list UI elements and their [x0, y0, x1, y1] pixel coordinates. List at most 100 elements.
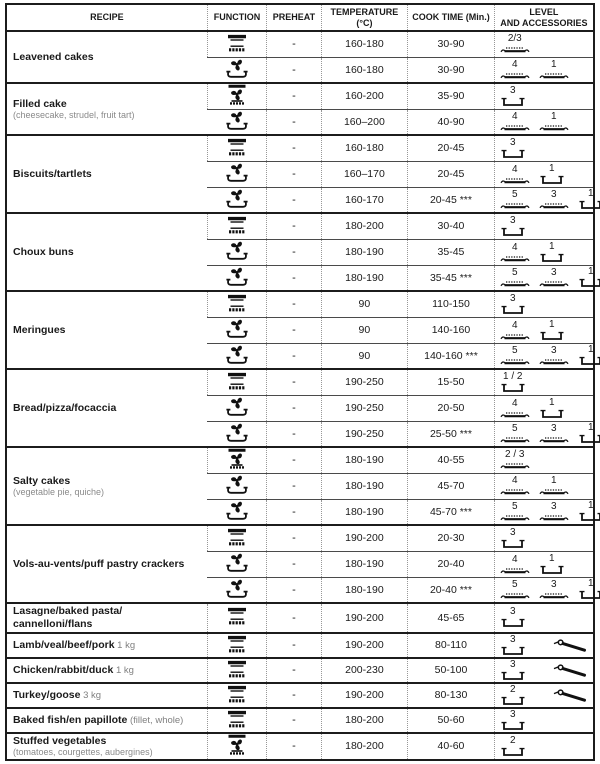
function-cell	[206, 82, 267, 109]
level-cell: 2	[493, 681, 594, 708]
level-accessory-group: 2/3	[500, 34, 530, 54]
wire-shelf-icon	[500, 539, 526, 549]
wire-shelf-icon	[500, 747, 526, 757]
level-accessory-group: 3	[500, 527, 526, 549]
table-row: -180-190 35-45 4 1	[6, 238, 594, 265]
baking-tray-icon	[539, 71, 569, 80]
col-header-temperature: TEMPERATURE (°C)	[320, 4, 408, 32]
col-header-level-label: LEVEL	[529, 6, 559, 17]
temperature-cell: 90	[320, 316, 408, 343]
level-accessory-group: 3	[500, 215, 526, 237]
col-header-function: FUNCTION	[206, 4, 267, 32]
recipe-name: Lasagne/baked pasta/ cannelloni/flans	[13, 605, 123, 630]
preheat-cell: -	[266, 631, 322, 658]
level-accessory-group: 5	[500, 424, 530, 444]
table-row: -190-250 20-50 4 1	[6, 394, 594, 421]
baking-tray-icon	[500, 410, 530, 419]
level-cell: 5 3 1	[493, 420, 600, 447]
level-cell: 3	[493, 602, 594, 633]
level-number: 1	[587, 500, 594, 512]
recipe-name: Filled cake	[13, 97, 67, 110]
level-number: 3	[550, 267, 557, 279]
level-accessory-group: 3	[500, 708, 526, 731]
fan-over-tray-icon	[224, 396, 250, 417]
baking-tray-icon	[500, 487, 530, 496]
static-top-bottom-heat-icon	[224, 634, 250, 654]
static-top-bottom-heat-icon	[224, 137, 250, 157]
recipe-cell: Turkey/goose 3 kg	[6, 681, 208, 708]
table-row: -160–200 40-90 4 1	[6, 108, 594, 135]
static-top-bottom-heat-icon	[224, 527, 250, 547]
wire-shelf-icon	[500, 149, 526, 159]
function-cell	[206, 524, 267, 551]
level-number: 3	[509, 708, 516, 720]
baking-tray-icon	[500, 357, 530, 366]
level-number: 4	[511, 475, 518, 486]
level-accessory-group: 5	[500, 580, 530, 600]
level-number: 3	[509, 633, 516, 645]
cooktime-cell: 50-100	[407, 656, 495, 683]
level-number: 3	[509, 136, 516, 148]
temperature-cell: 160-180	[320, 56, 408, 83]
baking-tray-icon	[500, 461, 530, 470]
recipe-cell: Lasagne/baked pasta/ cannelloni/flans	[6, 602, 208, 633]
level-accessory-group: 1	[539, 319, 565, 341]
level-accessory-group: 3	[500, 136, 526, 159]
level-number: 3	[509, 84, 516, 96]
preheat-cell: -	[266, 731, 322, 760]
baking-tray-icon	[539, 513, 569, 522]
level-accessory-group: 5	[500, 268, 530, 288]
temperature-cell: 180-200	[320, 731, 408, 760]
col-header-recipe: RECIPE	[6, 4, 208, 32]
col-header-temperature-unit: (°C)	[356, 17, 373, 28]
level-cell: 5 3 1	[493, 342, 600, 369]
function-cell	[206, 134, 267, 161]
level-number: 4	[511, 397, 518, 409]
recipe-cell: Stuffed vegetables (tomatoes, courgettes,…	[6, 731, 208, 760]
fan-with-top-bottom-heat-icon	[224, 734, 250, 755]
recipe-name: Bread/pizza/focaccia	[13, 401, 117, 414]
temperature-cell: 190-250	[320, 420, 408, 447]
preheat-cell: -	[266, 446, 322, 473]
baking-tray-icon	[500, 279, 530, 288]
fan-over-tray-icon	[224, 422, 250, 443]
level-number: 1	[587, 188, 594, 200]
function-cell	[207, 550, 267, 577]
fan-over-tray-icon	[224, 162, 250, 183]
level-cell: 3	[493, 82, 594, 109]
table-row: -180-190 45-70 4 1	[6, 472, 594, 499]
level-number: 1 / 2	[503, 370, 523, 382]
level-number: 2	[509, 734, 516, 746]
function-cell	[206, 706, 267, 733]
level-accessory-group: 1 / 2	[500, 370, 526, 393]
baking-tray-icon	[539, 357, 569, 366]
level-accessory-group: 3	[539, 580, 569, 600]
temperature-cell: 180-190	[320, 264, 408, 291]
table-row: Turkey/goose 3 kg -190-200 80-130 2	[6, 681, 594, 708]
recipe-name: Vols-au-vents/puff pastry crackers	[13, 557, 185, 570]
table-row: Stuffed vegetables (tomatoes, courgettes,…	[6, 731, 594, 760]
baking-tray-icon	[500, 513, 530, 522]
level-accessory-group: 4	[500, 242, 530, 263]
function-cell	[206, 681, 267, 708]
recipe-name: Salty cakes	[13, 474, 71, 487]
fan-over-tray-icon	[224, 578, 250, 599]
cooktime-cell: 35-90	[407, 82, 495, 109]
level-number: 1	[550, 110, 557, 122]
preheat-cell: -	[266, 472, 322, 499]
level-accessory-group: 1	[578, 501, 600, 522]
function-cell	[206, 656, 267, 683]
function-cell	[207, 316, 267, 343]
function-cell	[207, 186, 267, 213]
col-header-temperature-label: TEMPERATURE	[330, 6, 399, 17]
table-row: Chicken/rabbit/duck 1 kg -200-230 50-100 3	[6, 656, 594, 683]
temperature-cell: 180-190	[320, 576, 408, 603]
recipe-cell: Leavened cakes	[6, 30, 208, 83]
preheat-cell: -	[266, 420, 322, 447]
meat-probe-icon	[553, 638, 590, 653]
level-cell: 2 / 3	[493, 446, 594, 473]
cooktime-cell: 40-55	[407, 446, 495, 473]
temperature-cell: 190-200	[320, 602, 408, 633]
col-header-preheat: PREHEAT	[266, 4, 322, 32]
